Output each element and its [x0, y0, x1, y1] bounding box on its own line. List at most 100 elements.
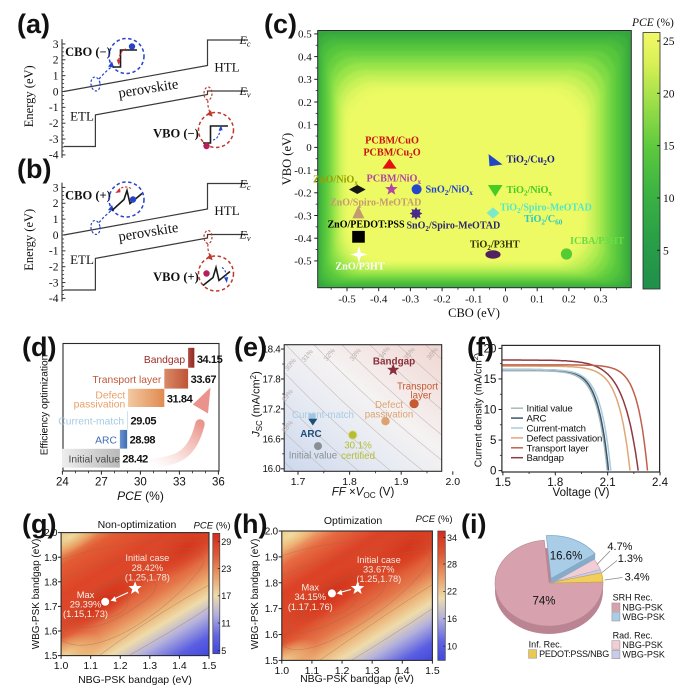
- svg-text:PCBM/Cu2​O: PCBM/Cu2​O: [363, 147, 420, 160]
- svg-text:-0.3: -0.3: [294, 210, 312, 222]
- svg-text:36: 36: [212, 477, 225, 489]
- svg-text:1.2: 1.2: [335, 665, 350, 677]
- svg-text:17.2: 17.2: [263, 404, 281, 415]
- svg-text:-0.5: -0.5: [338, 294, 356, 306]
- svg-text:1.4: 1.4: [172, 660, 187, 672]
- svg-text:25: 25: [663, 36, 675, 48]
- svg-text:28.42: 28.42: [122, 454, 148, 466]
- svg-text:Bandgap: Bandgap: [144, 355, 186, 366]
- svg-text:JSC (mA/cm2​): JSC (mA/cm2​): [249, 371, 264, 438]
- svg-text:1.5: 1.5: [44, 651, 58, 662]
- svg-text:NBG-PSK bandgap (eV): NBG-PSK bandgap (eV): [300, 673, 414, 685]
- svg-text:-1: -1: [49, 102, 59, 114]
- svg-text:33: 33: [173, 477, 186, 489]
- svg-text:15: 15: [484, 374, 497, 386]
- svg-text:(1.17,1.76): (1.17,1.76): [288, 602, 333, 612]
- svg-text:Bandgap: Bandgap: [373, 356, 415, 367]
- svg-text:1.9: 1.9: [394, 476, 409, 488]
- svg-text:16.0: 16.0: [263, 464, 282, 475]
- svg-text:Transport: Transport: [397, 382, 438, 393]
- svg-text:1: 1: [53, 214, 59, 226]
- svg-text:1.6: 1.6: [44, 627, 58, 638]
- svg-text:PCBM/CuO: PCBM/CuO: [365, 136, 419, 147]
- svg-text:Current-match: Current-match: [292, 410, 354, 421]
- svg-text:2.0: 2.0: [44, 528, 58, 539]
- svg-text:(1.25,1.78): (1.25,1.78): [125, 573, 170, 583]
- svg-text:2.0: 2.0: [265, 527, 279, 538]
- svg-text:Max: Max: [77, 590, 95, 600]
- svg-text:TiO2​/C60​: TiO2​/C60​: [524, 214, 563, 227]
- svg-text:Defect passivation: Defect passivation: [527, 433, 603, 444]
- svg-text:-0.1: -0.1: [294, 165, 311, 177]
- svg-text:-4: -4: [49, 150, 59, 162]
- svg-text:16.6: 16.6: [263, 434, 282, 445]
- svg-text:(g): (g): [22, 509, 56, 539]
- svg-text:0.3: 0.3: [594, 294, 608, 306]
- svg-text:1.3: 1.3: [143, 660, 158, 672]
- svg-text:Transport layer: Transport layer: [92, 375, 161, 386]
- svg-text:24: 24: [56, 477, 69, 489]
- svg-text:(i): (i): [461, 509, 486, 539]
- svg-text:Transport layer: Transport layer: [527, 443, 590, 454]
- svg-text:0: 0: [490, 466, 496, 478]
- svg-text:Optimization: Optimization: [324, 515, 383, 527]
- svg-text:2: 2: [53, 198, 59, 210]
- svg-text:74%: 74%: [532, 596, 555, 608]
- svg-text:Ec​: Ec​: [239, 177, 251, 193]
- svg-text:PCE (%): PCE (%): [117, 489, 164, 503]
- svg-text:WBG-PSK bandgap (eV): WBG-PSK bandgap (eV): [250, 539, 261, 650]
- svg-text:2.1: 2.1: [600, 477, 616, 489]
- svg-text:Current density (mA/cm2​): Current density (mA/cm2​): [471, 353, 485, 467]
- svg-text:16: 16: [447, 614, 457, 624]
- svg-text:1.2: 1.2: [113, 660, 128, 672]
- svg-text:-0.4: -0.4: [294, 233, 312, 245]
- svg-text:1.0: 1.0: [54, 660, 69, 672]
- svg-text:1: 1: [53, 70, 59, 82]
- svg-text:29.05: 29.05: [131, 416, 157, 428]
- svg-text:1.0: 1.0: [274, 665, 289, 677]
- svg-text:TiO2​/NiOx​: TiO2​/NiOx​: [507, 185, 553, 198]
- svg-text:SnO2​/NiOx​: SnO2​/NiOx​: [426, 185, 474, 198]
- svg-text:34.15: 34.15: [197, 354, 223, 366]
- svg-text:(a): (a): [17, 9, 50, 39]
- svg-text:3: 3: [53, 39, 59, 51]
- svg-text:22: 22: [447, 587, 457, 597]
- svg-text:30.1%: 30.1%: [344, 441, 372, 452]
- svg-text:1.1: 1.1: [83, 660, 98, 672]
- svg-text:16.6%: 16.6%: [550, 551, 583, 563]
- svg-text:15: 15: [663, 141, 675, 153]
- svg-text:Energy (eV): Energy (eV): [22, 65, 36, 127]
- svg-text:HTL: HTL: [214, 203, 239, 218]
- svg-text:1.3%: 1.3%: [618, 553, 643, 565]
- svg-text:ARC: ARC: [527, 414, 547, 425]
- svg-text:1.7: 1.7: [265, 604, 279, 615]
- svg-text:TiO2​/P3HT: TiO2​/P3HT: [470, 240, 520, 253]
- svg-text:1.5: 1.5: [265, 656, 279, 667]
- svg-text:-0.4: -0.4: [370, 294, 388, 306]
- svg-text:(d): (d): [22, 332, 56, 362]
- svg-text:(1.15,1.73): (1.15,1.73): [63, 609, 108, 619]
- svg-text:1.6: 1.6: [265, 630, 279, 641]
- svg-text:Defect: Defect: [95, 390, 125, 401]
- svg-text:Current-match: Current-match: [58, 417, 124, 428]
- svg-text:Max: Max: [302, 583, 320, 593]
- svg-text:Inf. Rec.: Inf. Rec.: [529, 639, 563, 649]
- svg-text:ETL: ETL: [70, 109, 94, 124]
- svg-text:11: 11: [221, 618, 230, 628]
- svg-text:0: 0: [503, 294, 509, 306]
- svg-text:0.2: 0.2: [562, 294, 576, 306]
- svg-text:-0.1: -0.1: [465, 294, 482, 306]
- svg-text:28.42%: 28.42%: [132, 563, 164, 573]
- svg-text:1.8: 1.8: [265, 578, 279, 589]
- svg-text:ZnO/PEDOT:PSS: ZnO/PEDOT:PSS: [328, 220, 405, 231]
- svg-text:VBO (−): VBO (−): [153, 127, 199, 141]
- svg-text:PCE (%): PCE (%): [194, 521, 231, 532]
- svg-text:ZnO/Spiro-MeOTAD: ZnO/Spiro-MeOTAD: [330, 198, 421, 209]
- svg-text:passivation: passivation: [365, 409, 413, 420]
- svg-text:ARC: ARC: [300, 429, 321, 440]
- svg-text:HTL: HTL: [214, 60, 239, 75]
- svg-text:5: 5: [490, 435, 496, 447]
- svg-text:PEDOT:PSS/NBG: PEDOT:PSS/NBG: [539, 649, 609, 659]
- svg-text:Initial value: Initial value: [527, 404, 573, 415]
- svg-text:0: 0: [306, 142, 312, 154]
